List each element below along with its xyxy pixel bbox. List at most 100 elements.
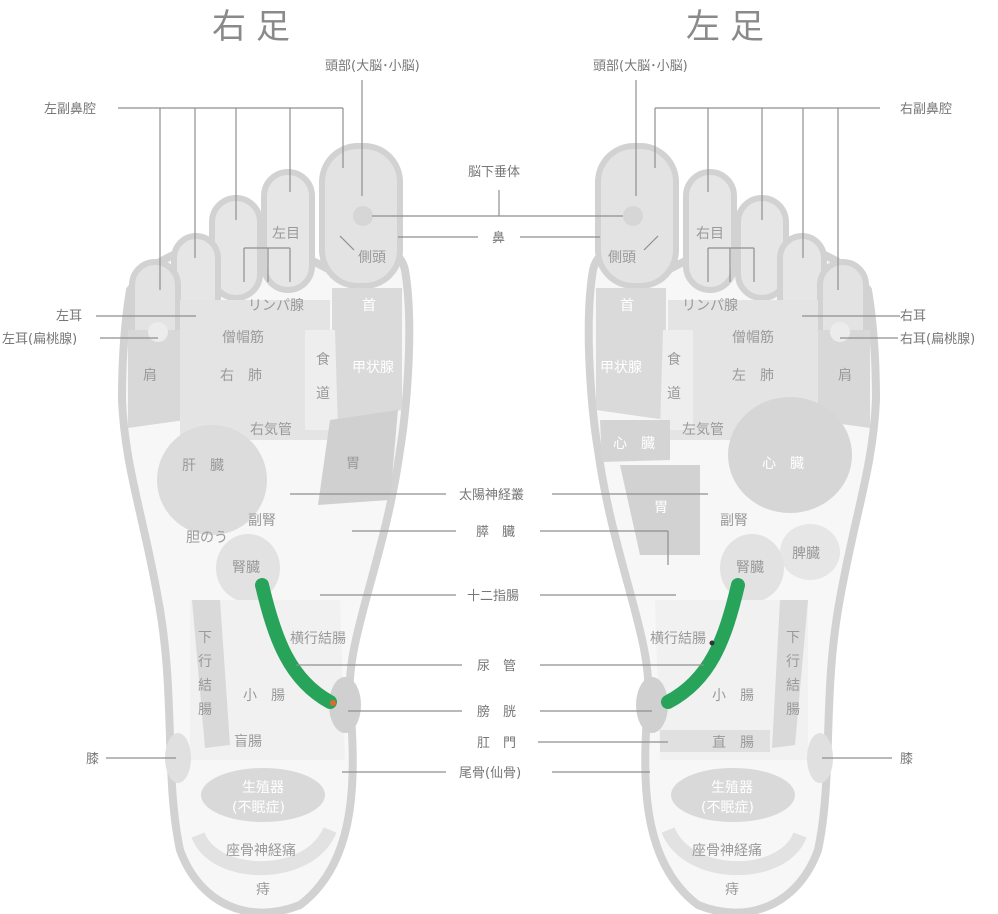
lf-spleen: 脾臓 (792, 546, 820, 562)
rf-sciatic: 座骨神経痛 (226, 842, 296, 859)
rf-thyroid: 甲状腺 (352, 360, 394, 376)
left-stomach-zone (620, 465, 700, 555)
left-esophagus-zone (660, 330, 693, 430)
rf-small-intestine: 小 腸 (243, 688, 285, 704)
left-heart-small-zone (600, 420, 670, 462)
left-toe-2 (683, 169, 737, 293)
label-anus: 肛 門 (477, 736, 516, 751)
label-pituitary: 脳下垂体 (468, 165, 520, 180)
label-knee-left-foot: 膝 (900, 752, 913, 767)
lf-descending-3: 結 (786, 678, 800, 694)
lf-esophagus-2: 道 (667, 386, 681, 402)
label-right-ear-tonsil: 右耳(扁桃腺) (900, 332, 975, 347)
rf-transverse-colon: 横行結腸 (290, 631, 346, 647)
rf-descending-1: 下 (198, 630, 212, 646)
rf-descending-4: 腸 (198, 702, 212, 718)
lf-descending-1: 下 (786, 630, 800, 646)
rf-neck: 首 (362, 298, 376, 314)
left-genital-zone (671, 768, 795, 822)
lf-heart-small: 心 臓 (613, 436, 655, 452)
left-heart-zone (728, 397, 852, 513)
left-ureter-dot (709, 640, 715, 646)
left-sciatic-arc (661, 826, 807, 876)
rf-genital-1: 生殖器 (242, 779, 284, 796)
lf-temple: 側頭 (608, 250, 636, 266)
rf-hemorrhoid: 痔 (256, 881, 270, 898)
rf-esophagus-2: 道 (316, 386, 330, 402)
rf-shoulder: 肩 (143, 368, 157, 384)
label-duodenum: 十二指腸 (467, 589, 519, 604)
left-shoulder-zone (813, 330, 870, 428)
left-descending-colon (772, 600, 808, 748)
rf-trapezius: 僧帽筋 (222, 329, 264, 346)
leader-lines (96, 80, 900, 773)
label-left-sinus: 左副鼻腔 (44, 101, 96, 117)
rf-kidney: 腎臓 (232, 560, 260, 576)
rf-lung: 右 肺 (220, 368, 262, 384)
lf-esophagus-1: 食 (667, 351, 681, 368)
lf-bronchus: 左気管 (682, 422, 724, 438)
rf-lymph: リンパ腺 (248, 298, 304, 314)
right-ureter-tip (330, 700, 336, 706)
label-nose: 鼻 (492, 230, 505, 246)
rf-descending-3: 結 (198, 678, 212, 694)
lf-sciatic: 座骨神経痛 (692, 842, 762, 859)
left-pituitary-dot (623, 206, 643, 226)
lf-transverse-colon: 横行結腸 (650, 631, 706, 647)
lf-stomach: 胃 (654, 500, 668, 516)
left-knee-zone (807, 733, 833, 783)
label-left-ear-tonsil: 左耳(扁桃腺) (2, 332, 77, 347)
right-stomach-zone (318, 410, 398, 505)
right-neck-zone (332, 288, 402, 420)
label-solar-plexus: 太陽神経叢 (459, 488, 524, 503)
lf-thyroid: 甲状腺 (600, 360, 642, 376)
rf-bronchus: 右気管 (250, 422, 292, 438)
left-foot-heading: 左足 (686, 7, 774, 47)
rf-liver: 肝 臓 (182, 458, 224, 474)
label-pancreas: 膵 臓 (476, 525, 515, 540)
label-right-ear: 右耳 (900, 309, 926, 324)
left-ureter (661, 578, 745, 709)
lf-adrenal: 副腎 (720, 513, 748, 529)
right-ureter (255, 578, 337, 709)
right-pituitary-dot (353, 206, 373, 226)
right-foot-heading: 右足 (212, 7, 300, 47)
lf-genital-2: (不眠症) (701, 800, 754, 816)
lf-descending-4: 腸 (786, 702, 800, 718)
lf-hemorrhoid: 痔 (725, 881, 739, 898)
rf-genital-2: (不眠症) (232, 800, 285, 816)
label-ureter: 尿 管 (477, 659, 516, 674)
left-bladder-zone (636, 677, 668, 733)
rf-left-eye: 左目 (272, 226, 300, 242)
left-ear-dot (830, 322, 850, 342)
lf-lymph: リンパ腺 (682, 298, 738, 314)
lf-genital-1: 生殖器 (711, 779, 753, 796)
rf-descending-2: 行 (198, 654, 212, 670)
right-esophagus-zone (305, 330, 338, 430)
lf-small-intestine: 小 腸 (712, 688, 754, 704)
rf-stomach: 胃 (346, 456, 360, 472)
right-descending-colon (192, 600, 230, 748)
lf-right-eye: 右目 (696, 226, 724, 242)
label-head-left-foot: 頭部(大脳･小脳) (593, 59, 688, 74)
right-sciatic-arc (191, 826, 337, 876)
right-shoulder-zone (128, 330, 185, 428)
right-foot (117, 143, 414, 914)
label-right-sinus: 右副鼻腔 (900, 101, 952, 117)
left-intestine-zone (655, 600, 808, 760)
left-rectum-zone (660, 730, 770, 752)
rf-gallbladder: 胆のう (186, 530, 228, 546)
label-coccyx: 尾骨(仙骨) (459, 766, 521, 781)
lf-trapezius: 僧帽筋 (732, 329, 774, 346)
right-intestine-zone (190, 600, 345, 760)
rf-cecum: 盲腸 (234, 733, 262, 750)
lf-lung: 左 肺 (732, 368, 774, 384)
rf-adrenal: 副腎 (248, 513, 276, 529)
label-head-right-foot: 頭部(大脳･小脳) (325, 59, 420, 74)
lf-rectum: 直 腸 (712, 734, 754, 751)
lf-neck: 首 (620, 298, 634, 314)
right-genital-zone (201, 768, 325, 822)
left-foot (584, 143, 881, 914)
right-liver-zone (157, 425, 267, 535)
